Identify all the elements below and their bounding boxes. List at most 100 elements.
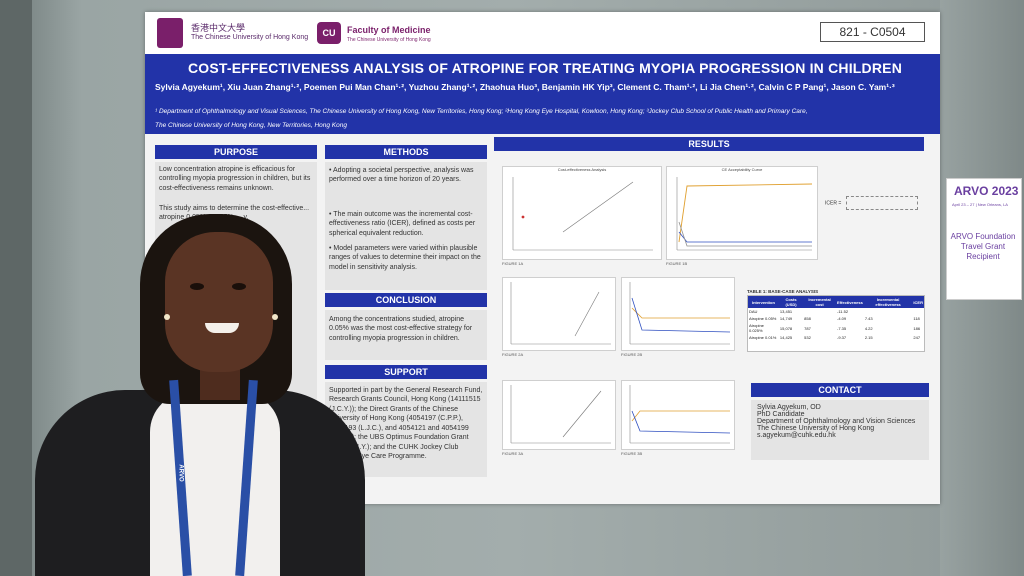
title-band xyxy=(145,54,940,134)
figure-2a-label: FIGURE 2A xyxy=(502,352,524,357)
figure-1a-plot xyxy=(512,177,653,251)
table-1-title: TABLE 1: BASE-CASE ANALYSIS xyxy=(747,289,819,294)
contact-heading: CONTACT xyxy=(751,383,929,397)
contact-role: PhD Candidate xyxy=(757,411,805,418)
methods-box xyxy=(325,162,487,290)
table-cell xyxy=(864,308,913,315)
poster-affiliations: ¹ Department of Ophthalmology and Visual… xyxy=(155,108,808,115)
figure-2b-label: FIGURE 2B xyxy=(621,352,643,357)
figure-1b: CE Acceptability Curve xyxy=(666,166,818,260)
methods-heading: METHODS xyxy=(325,145,487,159)
results-heading: RESULTS xyxy=(494,137,924,151)
methods-bullet: • Model parameters were varied within pl… xyxy=(329,245,481,271)
figure-1b-plot xyxy=(676,177,813,251)
methods-bullet: • The main outcome was the incremental c… xyxy=(329,211,476,237)
table-cell: Atropine 0.05% xyxy=(749,316,777,321)
arvo-dates: April 23 – 27 | New Orleans, LA xyxy=(952,202,1008,207)
table-header: Incremental cost xyxy=(808,297,831,307)
methods-bullet: • Adopting a societal perspective, analy… xyxy=(329,167,474,184)
table-row: Atropine 0.05% 14,749 858 -4.09 7.43 118 xyxy=(748,315,924,322)
purpose-heading: PURPOSE xyxy=(155,145,317,159)
table-row: Atropine 0.01% 14,425 532 -9.37 2.15 247 xyxy=(748,334,924,341)
university-name-en: The Chinese University of Hong Kong xyxy=(191,34,309,41)
table-header: ICER xyxy=(913,299,923,305)
table-cell: 2.15 xyxy=(864,335,873,340)
table-header: Costs (USD) xyxy=(785,297,797,307)
base-case-table: Intervention Costs (USD) Incremental cos… xyxy=(747,295,925,352)
arvo-logo: ARVO 2023 xyxy=(954,184,1019,198)
faculty-subtitle: The Chinese University of Hong Kong xyxy=(347,37,431,43)
figure-1a: Cost-effectiveness Analysis xyxy=(502,166,662,260)
table-cell: 532 xyxy=(804,335,811,340)
poster-header xyxy=(145,12,940,54)
poster-title: COST-EFFECTIVENESS ANALYSIS OF ATROPINE … xyxy=(187,60,903,76)
table-cell: 13,451 xyxy=(779,309,793,314)
icer-formula: ICER = xyxy=(825,196,923,220)
lanyard-text: ARVO xyxy=(177,464,184,482)
table-cell: 7.43 xyxy=(864,316,873,321)
faculty-name: Faculty of Medicine xyxy=(347,25,431,35)
contact-box: Sylvia Agyekum, OD PhD Candidate Departm… xyxy=(751,400,929,460)
poster-affiliations-cont: The Chinese University of Hong Kong, New… xyxy=(155,122,347,129)
left-eye xyxy=(190,283,204,290)
table-cell: -4.09 xyxy=(837,316,847,321)
contact-name: Sylvia Agyekum, OD xyxy=(757,404,821,411)
figure-3a-plot xyxy=(510,385,611,444)
support-text: Supported in part by the General Researc… xyxy=(329,387,483,461)
figure-2b xyxy=(621,277,735,351)
contact-department: Department of Ophthalmology and Vision S… xyxy=(757,418,916,425)
purpose-text: Low concentration atropine is efficaciou… xyxy=(159,166,311,192)
right-eye xyxy=(232,283,246,290)
table-header-row: Intervention Costs (USD) Incremental cos… xyxy=(748,296,924,308)
table-cell: 4.22 xyxy=(864,325,873,331)
cu-medicine-logo-icon: CU xyxy=(317,22,341,44)
research-poster: 香港中文大學 The Chinese University of Hong Ko… xyxy=(145,12,940,504)
contact-email: s.agyekum@cuhk.edu.hk xyxy=(757,432,836,439)
contact-university: The Chinese University of Hong Kong xyxy=(757,425,875,432)
table-row: Atropine 0.025% 15,078 787 -7.35 4.22 18… xyxy=(748,322,924,334)
table-cell: 15,078 xyxy=(779,325,793,331)
figure-1a-title: Cost-effectiveness Analysis xyxy=(557,167,607,172)
table-cell: 787 xyxy=(804,325,811,331)
pearl-earring-left xyxy=(164,314,170,320)
table-cell: 186 xyxy=(913,325,921,331)
table-cell: Atropine 0.025% xyxy=(749,323,764,333)
base-case-table-grid: Intervention Costs (USD) Incremental cos… xyxy=(748,296,924,341)
arvo-award-sign xyxy=(946,178,1022,300)
figure-3b xyxy=(621,380,735,450)
figure-1a-label: FIGURE 1A xyxy=(502,261,524,266)
cuhk-crest-icon xyxy=(157,18,183,48)
table-cell: -7.35 xyxy=(837,325,847,331)
conclusion-box xyxy=(325,310,487,360)
table-header: Effectiveness xyxy=(837,299,863,305)
table-row: DAU 13,451 -11.52 xyxy=(748,308,924,315)
table-cell xyxy=(803,308,836,315)
smile xyxy=(205,323,239,333)
table-header: Incremental effectiveness xyxy=(875,297,901,307)
icer-fraction xyxy=(845,196,918,210)
table-cell: 247 xyxy=(913,335,921,340)
figure-3a xyxy=(502,380,616,450)
person-face xyxy=(165,232,273,372)
partition-post xyxy=(0,0,32,576)
support-heading: SUPPORT xyxy=(325,365,487,379)
table-cell: 14,749 xyxy=(779,316,793,321)
table-cell: -11.52 xyxy=(837,309,849,314)
table-cell: 118 xyxy=(913,316,920,321)
icer-label: ICER = xyxy=(825,200,842,207)
table-cell: Atropine 0.01% xyxy=(749,335,777,340)
figure-3b-plot xyxy=(629,385,731,444)
figure-2a xyxy=(502,277,616,351)
table-header: Intervention xyxy=(752,299,775,305)
table-cell: 14,425 xyxy=(779,335,793,340)
poster-id: 821 - C0504 xyxy=(820,22,925,42)
table-cell: -9.37 xyxy=(837,335,847,340)
conclusion-heading: CONCLUSION xyxy=(325,293,487,307)
table-cell: 858 xyxy=(804,316,811,321)
figure-3a-label: FIGURE 3A xyxy=(502,451,524,456)
poster-authors: Sylvia Agyekum¹, Xiu Juan Zhang¹·², Poem… xyxy=(155,82,895,92)
figure-1b-label: FIGURE 1B xyxy=(666,261,688,266)
figure-1b-title: CE Acceptability Curve xyxy=(721,167,763,172)
figure-2b-plot xyxy=(629,282,731,345)
figure-3b-label: FIGURE 3B xyxy=(621,451,643,456)
